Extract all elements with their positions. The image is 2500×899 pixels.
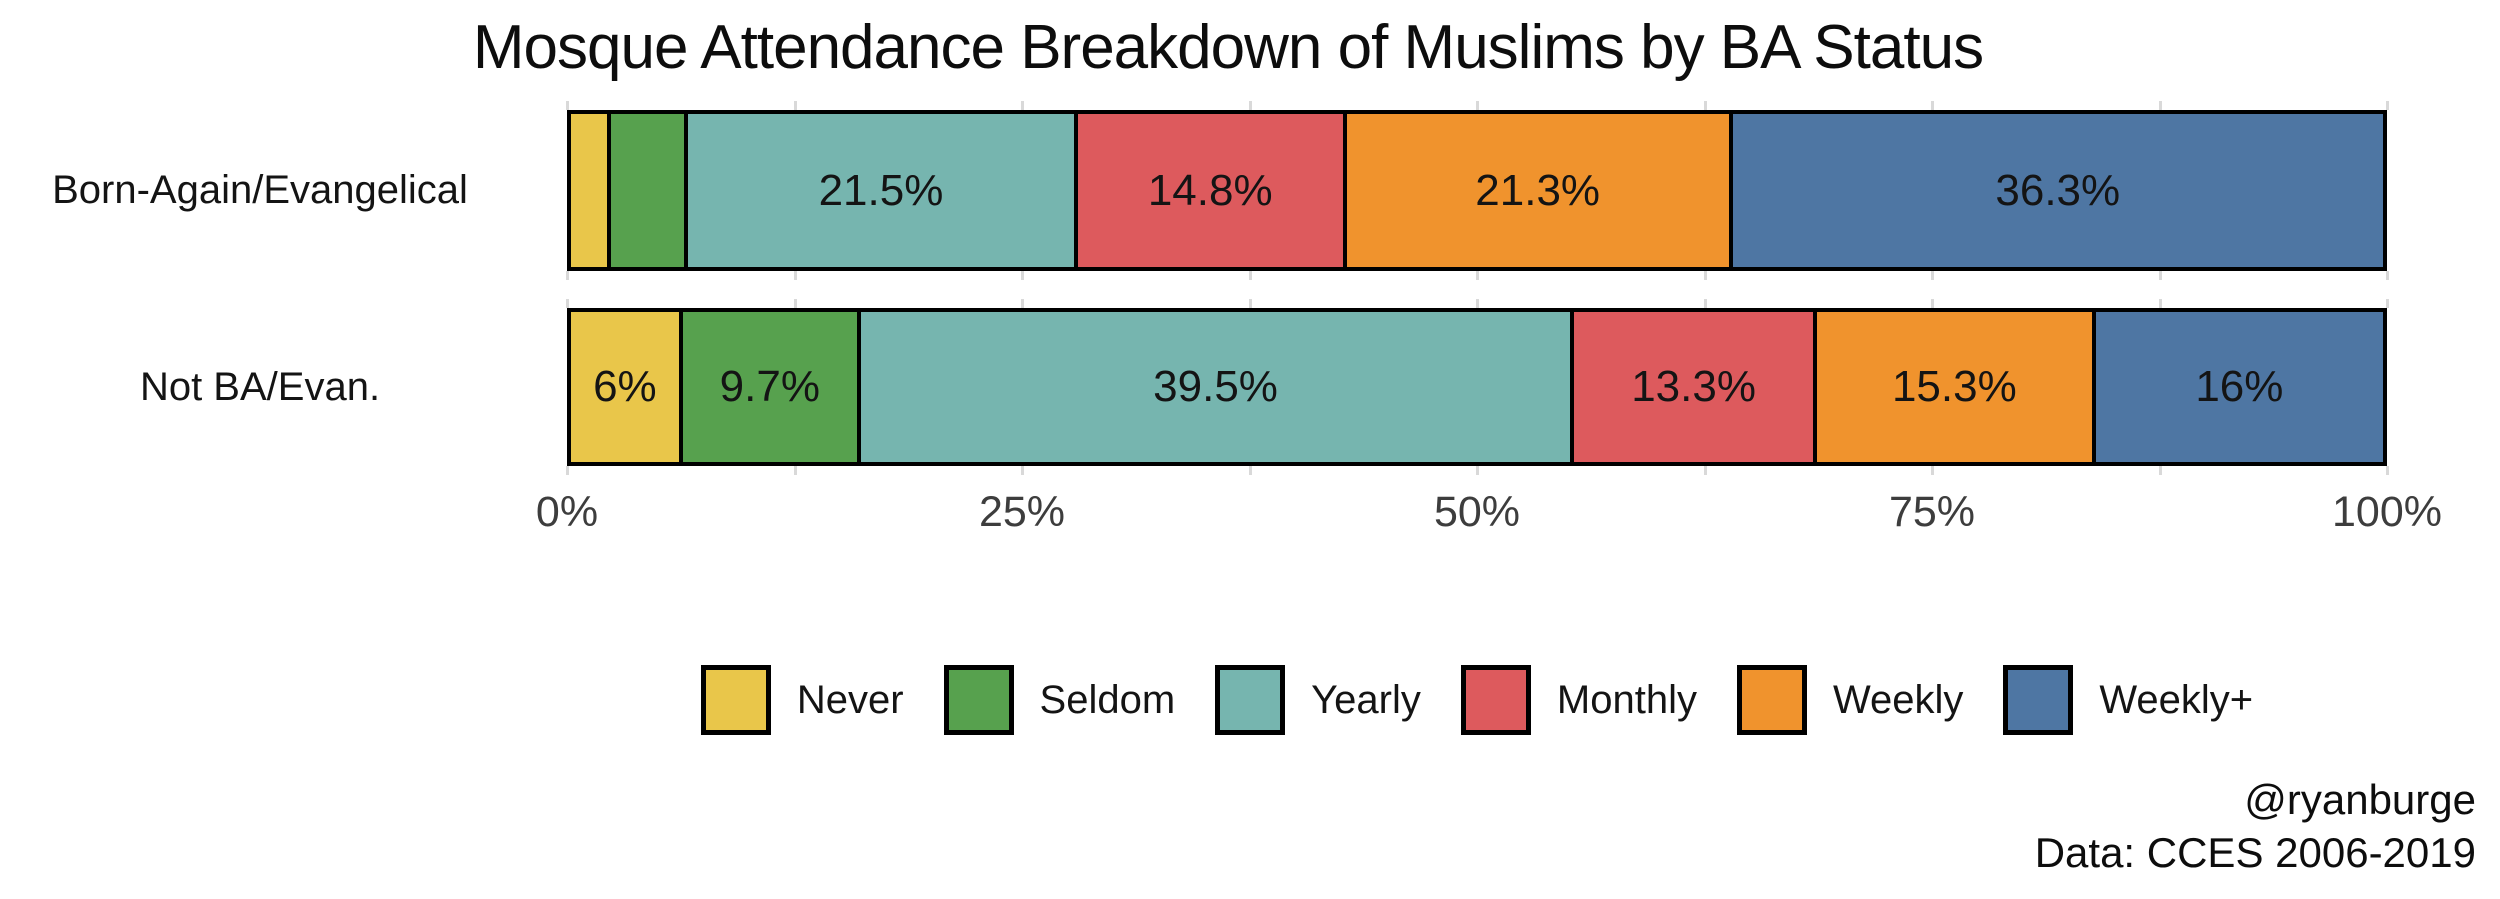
bar-segment-yearly: 39.5% — [856, 312, 1571, 462]
gridline — [1703, 466, 1707, 475]
gridline — [2158, 271, 2162, 280]
plot-panel: 21.5% 14.8% 21.3% 36.3% 6% 9.7% 39.5% 13.3% 15.3… — [566, 100, 2389, 480]
bar-row: 6% 9.7% 39.5% 13.3% 15.3% 16% — [567, 308, 2387, 466]
bar-row: 21.5% 14.8% 21.3% 36.3% — [567, 110, 2387, 271]
bar-segment-never — [571, 114, 607, 267]
bar-segment-weekly: 15.3% — [1812, 312, 2092, 462]
bar-segment-label: 13.3% — [1631, 362, 1756, 411]
gridline — [1021, 101, 1024, 110]
gridline — [1703, 299, 1707, 308]
gridline — [1931, 101, 1934, 110]
legend-item: Weekly+ — [2003, 665, 2253, 735]
legend-item: Seldom — [943, 665, 1176, 735]
legend-swatch — [1460, 665, 1531, 735]
bar-segment-seldom: 9.7% — [678, 312, 857, 462]
gridline — [1021, 271, 1024, 280]
bar-segment-label: 6% — [593, 362, 657, 411]
bar-segment-weekly-plus: 16% — [2091, 312, 2383, 462]
bar-segment-never: 6% — [571, 312, 679, 462]
bar-segment-seldom — [606, 114, 685, 267]
bar-segment-yearly: 21.5% — [684, 114, 1074, 267]
gridline — [2386, 299, 2389, 308]
caption: @ryanburge Data: CCES 2006-2019 — [2035, 774, 2476, 880]
gridline — [793, 101, 797, 110]
gridline — [2386, 271, 2389, 280]
gridline — [1248, 466, 1252, 475]
gridline — [566, 466, 569, 475]
chart-title: Mosque Attendance Breakdown of Muslims b… — [472, 13, 1984, 82]
legend-item: Monthly — [1460, 665, 1697, 735]
bar-segment-weekly: 21.3% — [1342, 114, 1729, 267]
bar-segment-monthly: 14.8% — [1073, 114, 1343, 267]
gridline — [1476, 101, 1479, 110]
legend: Never Seldom Yearly Monthly Weekly Weekly+ — [567, 660, 2387, 740]
legend-swatch — [700, 665, 771, 735]
bar-segment-label: 9.7% — [719, 362, 820, 411]
gridline — [1703, 101, 1707, 110]
bar-segment-label: 36.3% — [1995, 165, 2121, 215]
caption-source: Data: CCES 2006-2019 — [2034, 828, 2476, 876]
y-axis-label: Born-Again/Evangelical — [52, 168, 468, 212]
gridline — [793, 466, 797, 475]
gridline — [1703, 271, 1707, 280]
legend-item: Never — [700, 665, 904, 735]
legend-swatch — [1736, 665, 1807, 735]
legend-label: Seldom — [1039, 677, 1176, 722]
caption-author: @ryanburge — [2244, 776, 2476, 823]
gridline — [566, 299, 569, 308]
gridline — [1248, 271, 1252, 280]
gridline — [2158, 466, 2162, 475]
gridline — [1931, 299, 1934, 308]
x-tick-label: 25% — [978, 488, 1066, 536]
gridline — [793, 299, 797, 308]
gridline — [1931, 466, 1934, 475]
bar-segment-label: 16% — [2195, 362, 2284, 411]
gridline — [1476, 271, 1479, 280]
x-tick-label: 50% — [1433, 488, 1521, 536]
bar-segment-label: 21.5% — [818, 165, 944, 215]
gridline — [1021, 466, 1024, 475]
x-tick-label: 75% — [1888, 488, 1976, 536]
legend-label: Monthly — [1556, 677, 1697, 722]
gridline — [1248, 101, 1252, 110]
bar-segment-label: 21.3% — [1475, 165, 1601, 215]
legend-item: Weekly — [1736, 665, 1964, 735]
legend-swatch — [2003, 665, 2074, 735]
x-tick-label: 0% — [535, 488, 599, 536]
gridline — [1248, 299, 1252, 308]
gridline — [2386, 101, 2389, 110]
gridline — [1021, 299, 1024, 308]
gridline — [1476, 299, 1479, 308]
gridline — [2158, 299, 2162, 308]
gridline — [793, 271, 797, 280]
gridline — [2386, 466, 2389, 475]
x-tick-label: 100% — [2332, 488, 2442, 536]
bar-segment-weekly-plus: 36.3% — [1728, 114, 2384, 267]
gridline — [566, 271, 569, 280]
bar-segment-label: 39.5% — [1153, 362, 1278, 411]
bar-segment-monthly: 13.3% — [1570, 312, 1813, 462]
bar-segment-label: 15.3% — [1891, 362, 2017, 411]
gridline — [566, 101, 569, 110]
legend-label: Weekly — [1832, 677, 1964, 722]
legend-label: Never — [796, 677, 904, 722]
legend-label: Yearly — [1311, 677, 1421, 722]
bar-segment-label: 14.8% — [1147, 165, 1273, 215]
legend-label: Weekly+ — [2099, 677, 2254, 722]
y-axis-label: Not BA/Evan. — [139, 364, 381, 409]
legend-swatch — [1215, 665, 1286, 735]
legend-swatch — [943, 665, 1014, 735]
gridline — [1931, 271, 1934, 280]
gridline — [1476, 466, 1479, 475]
x-axis: 0% 25% 50% 75% 100% — [536, 488, 2442, 544]
gridline — [2158, 101, 2162, 110]
legend-item: Yearly — [1215, 665, 1421, 735]
